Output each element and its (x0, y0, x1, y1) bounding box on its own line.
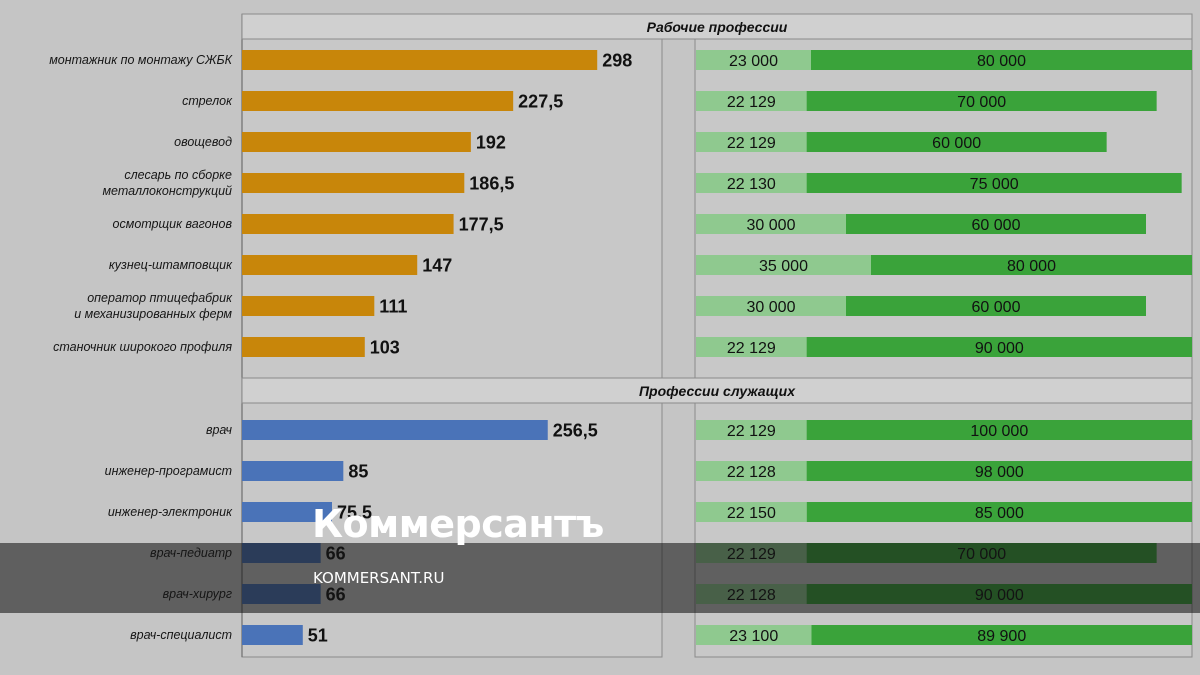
max-salary-label: 60 000 (972, 217, 1021, 234)
min-salary-bar (696, 461, 807, 481)
count-bar-label: 51 (308, 626, 328, 646)
count-bar (242, 420, 548, 440)
count-bar (242, 132, 471, 152)
max-salary-bar (806, 132, 1107, 152)
min-salary-label: 22 129 (727, 135, 776, 152)
min-salary-label: 22 130 (727, 176, 776, 193)
max-salary-label: 70 000 (957, 94, 1006, 111)
min-salary-label: 22 128 (727, 464, 776, 481)
category-label: врач-специалист (130, 628, 232, 642)
count-bar (242, 50, 598, 70)
min-salary-bar (696, 296, 846, 316)
max-salary-label: 90 000 (975, 340, 1024, 357)
max-salary-bar (811, 625, 1192, 645)
category-label: овощевод (174, 135, 232, 149)
section-header-box (241, 377, 1193, 404)
max-salary-label: 98 000 (975, 464, 1024, 481)
min-salary-label: 30 000 (747, 299, 796, 316)
count-bar-label: 177,5 (459, 215, 504, 235)
max-salary-label: 60 000 (932, 135, 981, 152)
max-salary-label: 85 000 (975, 505, 1024, 522)
count-bar-label: 227,5 (518, 92, 563, 112)
min-salary-bar (696, 337, 807, 357)
count-bar-label: 256,5 (553, 421, 598, 441)
max-salary-bar (846, 214, 1146, 234)
min-salary-label: 22 129 (727, 94, 776, 111)
count-bar-label: 75,5 (337, 503, 372, 523)
category-label: станочник широкого профиля (53, 340, 232, 354)
count-bar (242, 214, 454, 234)
max-salary-bar (806, 91, 1157, 111)
min-salary-bar (696, 173, 807, 193)
section-header-box (241, 13, 1193, 40)
watermark-logo: Коммерсантъ (312, 502, 604, 546)
category-label: кузнец-штамповщик (109, 258, 233, 272)
count-bar-label: 192 (476, 133, 506, 153)
max-salary-label: 80 000 (977, 53, 1026, 70)
section-title: Рабочие профессии (647, 19, 788, 35)
max-salary-bar (806, 337, 1192, 357)
max-salary-bar (806, 502, 1192, 522)
min-salary-label: 23 100 (729, 628, 778, 645)
max-salary-bar (806, 173, 1182, 193)
count-bar-label: 298 (602, 51, 632, 71)
count-bar (242, 296, 375, 316)
min-salary-label: 30 000 (747, 217, 796, 234)
category-label: монтажник по монтажу СЖБК (49, 53, 232, 67)
min-salary-bar (696, 255, 871, 275)
max-salary-bar (846, 296, 1146, 316)
category-label: оператор птицефабрик (87, 291, 233, 305)
category-label: осмотрщик вагонов (113, 217, 233, 231)
max-salary-bar (806, 420, 1192, 440)
max-salary-bar (871, 255, 1192, 275)
count-bar (242, 502, 332, 522)
max-salary-label: 75 000 (970, 176, 1019, 193)
min-salary-label: 35 000 (759, 258, 808, 275)
watermark-url: KOMMERSANT.RU (313, 569, 445, 587)
min-salary-bar (696, 502, 807, 522)
min-salary-bar (696, 132, 807, 152)
min-salary-label: 23 000 (729, 53, 778, 70)
min-salary-bar (696, 91, 807, 111)
max-salary-bar (811, 50, 1192, 70)
count-bar (242, 461, 344, 481)
watermark-band (0, 543, 1200, 613)
count-bar (242, 625, 303, 645)
count-bar-label: 186,5 (469, 174, 514, 194)
min-salary-bar (696, 214, 846, 234)
max-salary-label: 60 000 (972, 299, 1021, 316)
count-bar-label: 103 (370, 338, 400, 358)
min-salary-label: 22 129 (727, 423, 776, 440)
min-salary-label: 22 129 (727, 340, 776, 357)
category-label: врач (206, 423, 233, 437)
category-label: металлоконструкций (102, 184, 232, 198)
min-salary-bar (696, 420, 807, 440)
max-salary-bar (806, 461, 1192, 481)
max-salary-label: 89 900 (977, 628, 1026, 645)
min-salary-label: 22 150 (727, 505, 776, 522)
section-title: Профессии служащих (639, 383, 796, 399)
category-label: стрелок (182, 94, 233, 108)
section-headers: Рабочие профессии Профессии служащих (241, 13, 1193, 404)
count-bar-label: 111 (379, 297, 407, 317)
count-bar (242, 173, 465, 193)
min-salary-bar (696, 50, 811, 70)
count-bar-label: 85 (348, 462, 368, 482)
count-bar (242, 91, 514, 111)
count-bar (242, 337, 365, 357)
category-label: слесарь по сборке (124, 168, 232, 182)
count-bar (242, 255, 418, 275)
category-label: и механизированных ферм (74, 307, 232, 321)
category-label: инженер-электроник (108, 505, 233, 519)
max-salary-label: 100 000 (970, 423, 1028, 440)
max-salary-label: 80 000 (1007, 258, 1056, 275)
count-bar-label: 147 (422, 256, 452, 276)
category-label: инженер-програмист (105, 464, 232, 478)
min-salary-bar (696, 625, 812, 645)
